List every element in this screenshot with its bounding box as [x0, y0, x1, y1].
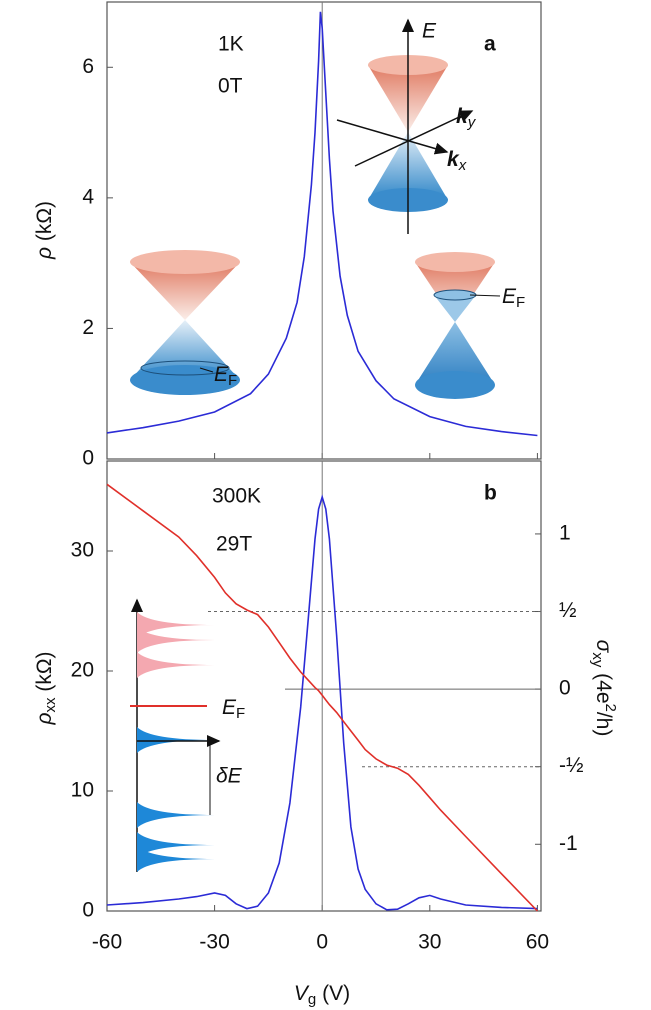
y2-tick-label: -½: [559, 754, 584, 777]
inset-label-sub: x: [458, 157, 467, 174]
inset-label: E: [214, 363, 229, 386]
x-tick-label: -30: [199, 931, 229, 954]
inset-label: EF: [222, 696, 245, 722]
inset-label-sub: F: [236, 705, 245, 722]
y2-tick-label: -1: [559, 832, 578, 855]
y2-axis-label-end: /h): [592, 712, 615, 737]
temperature: 300K: [212, 485, 261, 508]
inset-cones-a: [130, 18, 501, 399]
inset-label: k: [447, 148, 460, 171]
inset-label-sub: F: [516, 294, 525, 311]
y2-axis-label: σxy (4e2/h): [589, 640, 619, 737]
y2-axis-label-unit: (4e: [592, 667, 615, 703]
y-axis-label-unit: (kΩ): [33, 651, 56, 697]
y-axis-label-symbol: ρ: [33, 247, 56, 260]
x-tick-label: 30: [418, 931, 441, 954]
field: 29T: [216, 533, 252, 556]
y2-axis-label-symbol: σ: [592, 640, 615, 654]
plots: 0 2 4 6 -60 -30 0 30 60 0 10 20 30 -1 -½ 0 ½ 1: [71, 1, 584, 954]
inset-label: E: [502, 285, 517, 308]
y-tick-label: 30: [71, 539, 94, 562]
y-tick-label: 0: [82, 447, 94, 470]
inset-label: ky: [456, 105, 477, 131]
y-axis-label: ρ (kΩ): [33, 201, 56, 260]
x-axis-label: Vg (V): [294, 982, 350, 1008]
x-tick-label: 0: [316, 931, 328, 954]
y-tick-label: 4: [82, 185, 94, 208]
plot-frame: [106, 1, 542, 460]
panel-label: a: [484, 33, 496, 56]
y-axis-label-sub: xx: [42, 697, 59, 713]
y-tick-label: 2: [82, 316, 94, 339]
y-axis-label-symbol: ρ: [33, 713, 56, 726]
y-tick-label: 10: [71, 779, 94, 802]
x-tick-label: -60: [92, 931, 122, 954]
inset-landau-levels: [130, 598, 221, 872]
data-line: [106, 494, 538, 911]
x-axis-label-unit: (V): [316, 982, 350, 1005]
inset-label: k: [456, 105, 469, 128]
x-axis-label-symbol: V: [294, 982, 310, 1005]
x-tick-label: 60: [526, 931, 549, 954]
y2-tick-label: 0: [559, 677, 571, 700]
data-line: [106, 11, 538, 437]
y-axis-label: ρxx (kΩ): [33, 651, 59, 725]
inset-label: E: [222, 696, 237, 719]
y-tick-label: 0: [82, 899, 94, 922]
data-line: [106, 483, 538, 912]
inset-label: EF: [214, 363, 237, 389]
inset-label: δE: [216, 765, 243, 788]
y2-tick-label: 1: [559, 521, 571, 544]
inset-label: E: [422, 20, 437, 43]
y2-tick-label: ½: [559, 599, 577, 622]
panel-label: b: [484, 482, 497, 505]
y-tick-label: 20: [71, 659, 94, 682]
y2-axis-label-sub: xy: [589, 652, 606, 668]
field: 0T: [218, 75, 243, 98]
temperature: 1K: [218, 33, 244, 56]
inset-label-sub: F: [228, 372, 237, 389]
y2-axis-label-sup: 2: [602, 704, 619, 712]
plot-frame: [106, 460, 542, 912]
inset-label: EF: [502, 285, 525, 311]
y-axis-label-unit: (kΩ): [33, 201, 56, 247]
y-tick-label: 6: [82, 55, 94, 78]
inset-label: kx: [447, 148, 467, 174]
inset-label-sub: y: [467, 114, 477, 131]
x-axis-label-sub: g: [308, 991, 316, 1008]
